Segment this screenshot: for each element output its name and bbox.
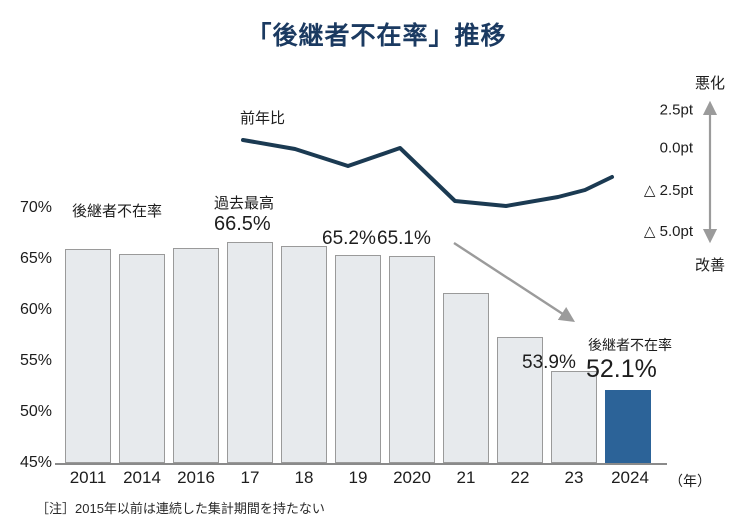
bar-2014 [119,254,165,463]
last-value: 52.1% [586,355,657,383]
right-axis-top-caption: 悪化 [694,75,726,92]
x-label-2014: 2014 [123,468,161,487]
bar-2016 [173,248,219,463]
data-label-2023: 53.9% [522,352,576,373]
x-axis-unit-label: （年） [669,473,711,489]
bar-21 [443,293,489,463]
bar-19 [335,255,381,463]
line-series-yoy [241,138,614,208]
right-tick-neg5-0: △ 5.0pt [643,223,693,240]
x-axis-line [55,463,667,465]
x-label-22: 22 [510,468,530,487]
right-tick-2-5: 2.5pt [659,101,693,119]
x-label-21: 21 [456,468,476,487]
bar-2011 [65,249,111,463]
page-title: 「後継者不在率」推移 [246,22,507,50]
data-label-2020: 65.1% [377,228,431,249]
right-axis-bottom-caption: 改善 [694,257,726,274]
bar-18 [281,246,327,463]
x-label-19: 19 [348,468,368,487]
line-series-label: 前年比 [240,110,286,127]
data-label-2019: 65.2% [322,228,376,249]
y-tick-45: 45% [19,454,52,471]
x-label-2016: 2016 [177,468,215,487]
last-value-label: 後継者不在率 [588,337,672,353]
bar-series [57,205,667,463]
y-tick-65: 65% [19,250,52,267]
bar-17 [227,242,273,463]
bar-2024 [605,390,651,463]
bar-23 [551,371,597,463]
y-tick-50: 50% [19,403,52,420]
bar-22 [497,337,543,463]
peak-label: 過去最高 [214,195,275,212]
bar-2020 [389,256,435,463]
x-label-17: 17 [240,468,260,487]
x-label-2024: 2024 [611,468,649,487]
x-label-18: 18 [294,468,314,487]
x-label-2011: 2011 [69,468,107,487]
bar-series-label: 後継者不在率 [72,203,163,220]
y-tick-60: 60% [19,301,52,318]
right-tick-neg2-5: △ 2.5pt [643,182,693,199]
y-tick-70: 70% [19,199,52,216]
y-tick-55: 55% [19,352,52,369]
x-label-23: 23 [564,468,584,487]
right-tick-0-0: 0.0pt [659,139,693,157]
peak-value: 66.5% [214,213,271,235]
footnote: ［注］2015年以前は連続した集計期間を持たない [36,501,325,516]
x-label-2020: 2020 [393,468,431,487]
y-axis: 70% 65% 60% 55% 50% 45% [0,0,52,530]
